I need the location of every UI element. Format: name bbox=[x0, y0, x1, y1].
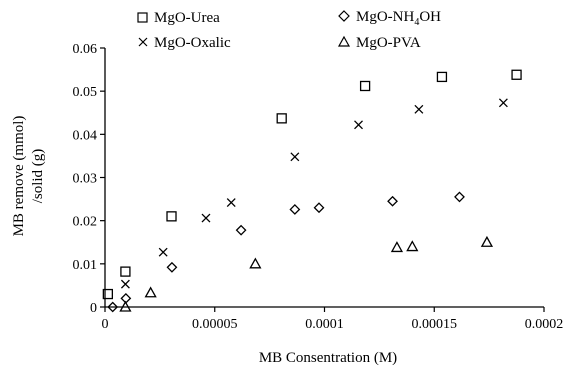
legend-label-mgo-urea: MgO-Urea bbox=[154, 10, 220, 26]
legend-entry-mgo-nh4oh: MgO-NH4OH bbox=[338, 9, 441, 28]
data-point-square bbox=[276, 113, 287, 124]
data-point-diamond bbox=[313, 202, 325, 214]
legend-marker-cross bbox=[138, 37, 148, 47]
y-tick-label: 0.06 bbox=[73, 42, 98, 57]
data-point-triangle bbox=[144, 286, 157, 298]
y-tick-label: 0.05 bbox=[73, 85, 98, 100]
data-point-cross-stroke bbox=[498, 98, 508, 108]
data-markers bbox=[102, 69, 522, 313]
data-point-triangle bbox=[480, 235, 494, 247]
x-tick-label: 0 bbox=[102, 317, 109, 332]
legend-marker-triangle bbox=[337, 35, 351, 47]
data-point-cross-stroke bbox=[290, 152, 300, 162]
data-point-triangle bbox=[249, 257, 262, 269]
y-tick-label: 0 bbox=[90, 301, 97, 316]
data-point-cross-stroke bbox=[354, 120, 363, 130]
data-point-square bbox=[102, 288, 114, 300]
data-point-square bbox=[120, 266, 131, 277]
data-point-triangle bbox=[406, 240, 419, 252]
legend-label-mgo-oxalic: MgO-Oxalic bbox=[154, 35, 231, 51]
data-point-triangle bbox=[119, 300, 132, 312]
data-point-cross bbox=[354, 120, 363, 130]
legend-entry-mgo-oxalic: MgO-Oxalic bbox=[138, 35, 231, 51]
data-point-cross-stroke bbox=[201, 213, 211, 223]
data-point-diamond bbox=[166, 261, 178, 273]
data-point-cross-stroke bbox=[158, 247, 168, 257]
legend-label-mgo-nh4oh-suffix: OH bbox=[419, 9, 441, 25]
x-tick-label: 0.0001 bbox=[305, 317, 344, 332]
data-point-cross-stroke bbox=[120, 279, 130, 289]
y-tick-label: 0.02 bbox=[73, 215, 98, 230]
y-axis-label: MB remove (mmol) /solid (g) bbox=[11, 116, 46, 237]
y-tick-label: 0.01 bbox=[73, 258, 98, 273]
data-point-diamond bbox=[454, 191, 465, 203]
x-tick-label: 0.00005 bbox=[192, 317, 238, 332]
legend-label-mgo-nh4oh: MgO-NH4OH bbox=[356, 9, 441, 28]
data-point-cross bbox=[290, 152, 300, 162]
data-point-cross-stroke bbox=[226, 198, 236, 207]
data-point-cross bbox=[201, 213, 211, 223]
data-point-cross bbox=[414, 104, 424, 114]
data-point-square bbox=[166, 211, 177, 222]
legend: MgO-Urea MgO-Oxalic MgO-NH4OH MgO-PVA bbox=[137, 9, 441, 51]
data-point-triangle bbox=[390, 241, 404, 253]
legend-label-mgo-nh4oh-main: MgO-NH bbox=[356, 9, 414, 25]
data-point-diamond bbox=[235, 224, 247, 236]
legend-entry-mgo-urea: MgO-Urea bbox=[137, 10, 220, 26]
data-point-cross bbox=[498, 98, 508, 108]
y-tick-label: 0.04 bbox=[73, 128, 98, 143]
legend-label-mgo-nh4oh-subscript: 4 bbox=[414, 17, 419, 28]
x-tick-label: 0.00015 bbox=[412, 317, 458, 332]
legend-marker-diamond bbox=[338, 10, 350, 22]
data-point-diamond bbox=[387, 195, 398, 207]
data-point-square bbox=[359, 80, 371, 92]
axes bbox=[100, 47, 545, 312]
data-point-cross bbox=[120, 279, 130, 289]
data-point-cross bbox=[226, 198, 236, 207]
y-tick-label: 0.03 bbox=[73, 172, 98, 187]
legend-marker-square bbox=[137, 12, 148, 23]
data-point-cross bbox=[158, 247, 168, 257]
data-point-square bbox=[511, 69, 522, 80]
data-point-diamond bbox=[107, 301, 119, 313]
legend-label-mgo-pva: MgO-PVA bbox=[356, 35, 421, 51]
tick-labels: 0 0.01 0.02 0.03 0.04 0.05 0.06 0 0.00005 0.0001 0… bbox=[73, 42, 564, 332]
data-point-cross-stroke bbox=[414, 104, 424, 114]
x-tick-label: 0.0002 bbox=[525, 317, 564, 332]
y-axis-label-line-1: MB remove (mmol) bbox=[11, 116, 27, 237]
y-axis-label-line-2: /solid (g) bbox=[30, 149, 46, 204]
data-point-diamond bbox=[289, 204, 301, 215]
x-axis-label: MB Consentration (M) bbox=[259, 350, 397, 366]
data-point-square bbox=[436, 71, 448, 83]
legend-entry-mgo-pva: MgO-PVA bbox=[337, 35, 421, 51]
